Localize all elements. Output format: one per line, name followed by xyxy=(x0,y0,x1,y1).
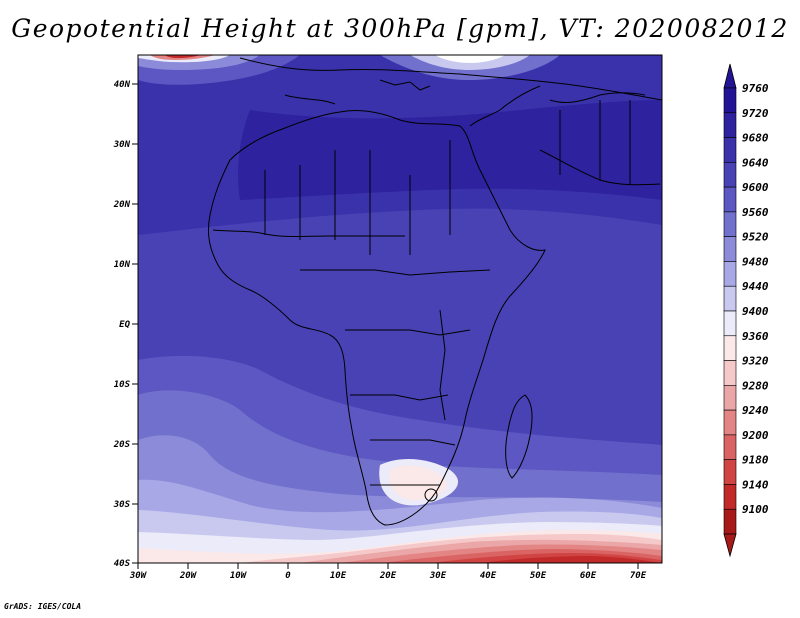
colorbar-label: 9480 xyxy=(742,255,769,268)
colorbar-box xyxy=(723,335,737,361)
colorbar-label: 9280 xyxy=(742,379,769,392)
colorbar-box xyxy=(723,310,737,337)
colorbar-label: 9520 xyxy=(742,231,769,244)
chart-title: Geopotential Height at 300hPa [gpm], VT:… xyxy=(11,14,789,43)
colorbar-label: 9760 xyxy=(742,82,769,95)
lon-label-40e: 40E xyxy=(480,571,497,581)
lon-label-10w: 10W xyxy=(230,571,248,581)
lon-label-0: 0 xyxy=(285,571,291,581)
colorbar-label: 9100 xyxy=(742,503,769,516)
colorbar-label: 9200 xyxy=(742,429,769,442)
lon-label-50e: 50E xyxy=(530,571,547,581)
map-frame xyxy=(137,54,663,564)
lat-label-10s: 10S xyxy=(114,380,131,390)
latitude-axis: 40N 30N 20N 10N EQ 10S 20S 30S 40S xyxy=(113,80,138,569)
lon-label-30e: 30E xyxy=(429,571,447,581)
colorbar-label: 9560 xyxy=(742,206,769,219)
colorbar-labels: 9760 9720 9680 9640 9600 9560 9520 9480 9440 9400… xyxy=(742,82,769,516)
lat-label-30n: 30N xyxy=(113,140,131,150)
coastlines xyxy=(207,57,662,526)
colorbar-box xyxy=(723,508,737,535)
map-panel xyxy=(138,55,662,563)
colorbar-box xyxy=(723,360,737,386)
colorbar-label: 9640 xyxy=(742,156,769,169)
lat-label-40n: 40N xyxy=(114,80,131,90)
colorbar-box xyxy=(723,285,737,312)
colorbar-bottom-arrow xyxy=(723,533,737,558)
colorbar-box xyxy=(723,434,737,460)
colorbar-box xyxy=(723,459,737,485)
colorbar-box xyxy=(723,186,737,213)
colorbar-box xyxy=(723,211,737,237)
colorbar-label: 9240 xyxy=(742,404,769,417)
colorbar-label: 9180 xyxy=(742,454,769,467)
lon-label-20w: 20W xyxy=(179,571,198,581)
colorbar-label: 9440 xyxy=(742,280,769,293)
lon-label-20e: 20E xyxy=(379,571,397,581)
lat-label-40s: 40S xyxy=(114,559,131,569)
lon-label-60e: 60E xyxy=(580,571,597,581)
colorbar-label: 9720 xyxy=(742,107,769,120)
colorbar-box xyxy=(723,409,737,436)
colorbar-box xyxy=(723,385,737,411)
lon-label-10e: 10E xyxy=(330,571,347,581)
lat-label-10n: 10N xyxy=(114,260,131,270)
longitude-axis: 30W 20W 10W 0 10E 20E 30E 40E 50E 60E 70… xyxy=(129,563,647,581)
colorbar-box xyxy=(723,236,737,262)
colorbar-label: 9360 xyxy=(742,330,769,343)
colorbar-label: 9140 xyxy=(742,478,769,491)
lon-label-70e: 70E xyxy=(630,571,647,581)
colorbar: 9760 9720 9680 9640 9600 9560 9520 9480 9440 9400… xyxy=(723,63,769,558)
colorbar-box xyxy=(723,484,737,510)
colorbar-boxes xyxy=(723,87,737,535)
grads-credit: GrADS: IGES/COLA xyxy=(4,602,82,611)
colorbar-box xyxy=(723,162,737,188)
colorbar-label: 9400 xyxy=(742,305,769,318)
colorbar-top-arrow xyxy=(723,63,737,89)
lat-label-20s: 20S xyxy=(113,440,131,450)
colorbar-label: 9320 xyxy=(742,355,769,368)
colorbar-box xyxy=(723,112,737,138)
lat-label-20n: 20N xyxy=(113,200,131,210)
colorbar-box xyxy=(723,87,737,114)
colorbar-label: 9600 xyxy=(742,181,769,194)
lat-label-eq: EQ xyxy=(119,320,130,330)
colorbar-label: 9680 xyxy=(742,132,769,145)
colorbar-box xyxy=(723,137,737,163)
colorbar-box xyxy=(723,261,737,287)
lon-label-30w: 30W xyxy=(129,571,148,581)
lat-label-30s: 30S xyxy=(113,500,131,510)
